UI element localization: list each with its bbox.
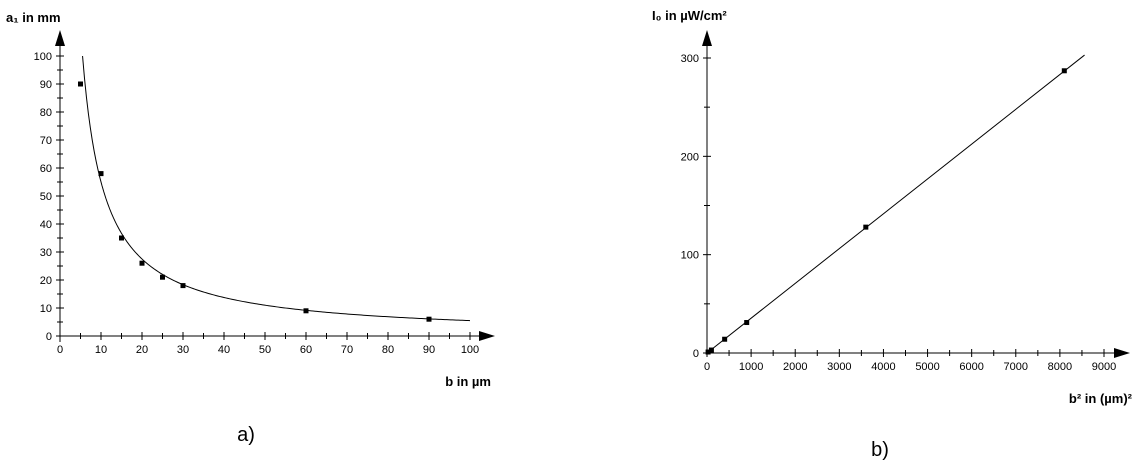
chart-b-x-axis-arrow	[1114, 348, 1130, 358]
chart-a-y-tick-label: 80	[40, 107, 52, 119]
chart-b-x-tick-label: 5000	[915, 361, 939, 373]
chart-b-fit-line	[706, 54, 1085, 354]
chart-a-x-tick-label: 10	[95, 344, 107, 356]
chart-a-x-tick-label: 0	[57, 344, 63, 356]
chart-b-y-tick-label: 0	[693, 348, 699, 360]
chart-a-data-point	[160, 274, 165, 280]
chart-b-x-tick-label: 6000	[959, 361, 983, 373]
chart-a-x-axis-title: b in µm	[445, 374, 491, 389]
chart-a-y-axis-arrow	[55, 30, 65, 46]
chart-a-y-axis-title: a₁ in mm	[6, 10, 61, 25]
chart-b-data-point	[722, 336, 728, 342]
chart-b-x-tick-label: 9000	[1092, 361, 1116, 373]
chart-a-y-tick-label: 60	[40, 163, 52, 175]
chart-a-y-tick-label: 10	[40, 303, 52, 315]
chart-a-x-tick-label: 40	[218, 344, 230, 356]
chart-a-caption: a)	[237, 424, 255, 446]
chart-a-x-tick-label: 70	[341, 344, 353, 356]
chart-a-x-tick-label: 60	[300, 344, 312, 356]
chart-a-y-tick-label: 100	[34, 51, 52, 63]
chart-a-x-tick-label: 20	[136, 344, 148, 356]
chart-a-x-tick-label: 30	[177, 344, 189, 356]
chart-a-y-tick-label: 20	[40, 275, 52, 287]
chart-b-x-axis-title: b² in (µm)²	[1069, 391, 1133, 406]
chart-a-fit-line	[82, 55, 471, 322]
chart-b-y-tick-label: 200	[681, 151, 699, 163]
chart-b-data-point	[863, 224, 869, 230]
chart-a-data-point	[426, 316, 432, 322]
chart-b-data-point	[1061, 68, 1067, 74]
chart-b-x-tick-label: 3000	[827, 361, 851, 373]
chart-b-data-point	[744, 320, 750, 326]
chart-a-data-point	[180, 283, 186, 289]
chart-b-x-tick-label: 8000	[1048, 361, 1072, 373]
chart-b-y-tick-label: 100	[681, 250, 699, 262]
chart-b-data-point	[708, 347, 714, 353]
chart-b-caption: b)	[871, 439, 889, 461]
chart-a-y-tick-label: 30	[40, 247, 52, 259]
chart-a-y-tick-label: 40	[40, 219, 52, 231]
chart-a-x-axis-arrow	[479, 331, 495, 341]
chart-a-x-tick-label: 50	[259, 344, 271, 356]
chart-a-y-tick-label: 90	[40, 79, 52, 91]
chart-a-data-point	[303, 308, 309, 314]
chart-a-data-point	[98, 171, 104, 177]
chart-b-x-tick-label: 0	[704, 361, 710, 373]
chart-a-x-tick-label: 80	[382, 344, 394, 356]
chart-a-data-point	[119, 235, 124, 241]
chart-b-x-tick-label: 7000	[1004, 361, 1028, 373]
chart-a-data-point	[78, 81, 83, 87]
chart-a: a₁ in mm b in µm a) 0 10 20 30 40 50 60 70 80 90 1…	[6, 10, 495, 446]
chart-a-data-point	[139, 260, 145, 266]
chart-a-x-tick-label: 100	[461, 344, 479, 356]
chart-b-y-axis-title: I₀ in µW/cm²	[652, 8, 727, 23]
chart-b-y-axis-arrow	[702, 30, 712, 46]
chart-a-y-tick-label: 70	[40, 135, 52, 147]
chart-a-y-tick-label: 0	[46, 331, 52, 343]
chart-a-y-tick-label: 50	[40, 191, 52, 203]
chart-b-y-tick-label: 300	[681, 53, 699, 65]
chart-b: I₀ in µW/cm² b² in (µm)² b) 0 1000 2000 300…	[652, 8, 1133, 461]
chart-b-x-tick-label: 1000	[739, 361, 763, 373]
chart-b-x-tick-label: 4000	[871, 361, 895, 373]
chart-b-data-point	[705, 349, 711, 355]
chart-a-x-tick-label: 90	[423, 344, 435, 356]
chart-b-x-tick-label: 2000	[783, 361, 807, 373]
